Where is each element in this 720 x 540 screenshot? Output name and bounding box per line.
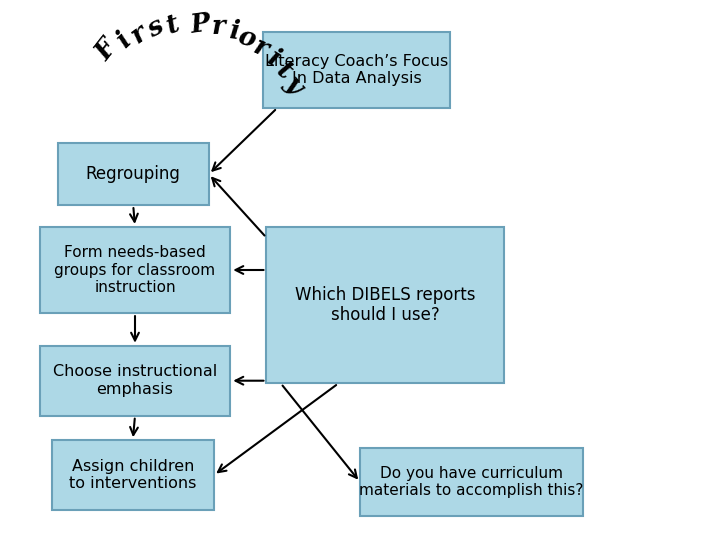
Text: Choose instructional
emphasis: Choose instructional emphasis [53, 364, 217, 397]
Text: Form needs-based
groups for classroom
instruction: Form needs-based groups for classroom in… [55, 245, 215, 295]
Text: o: o [235, 23, 258, 52]
Text: i: i [112, 28, 136, 53]
Text: r: r [211, 14, 225, 38]
FancyBboxPatch shape [266, 227, 504, 383]
FancyBboxPatch shape [40, 346, 230, 416]
Text: Which DIBELS reports
should I use?: Which DIBELS reports should I use? [295, 286, 475, 325]
Text: P: P [189, 10, 212, 37]
FancyBboxPatch shape [52, 440, 214, 510]
Text: Do you have curriculum
materials to accomplish this?: Do you have curriculum materials to acco… [359, 465, 584, 498]
Text: s: s [143, 14, 168, 43]
Text: i: i [228, 18, 240, 44]
Text: r: r [126, 19, 152, 48]
FancyBboxPatch shape [58, 143, 209, 205]
FancyBboxPatch shape [40, 227, 230, 313]
Text: Regrouping: Regrouping [86, 165, 181, 183]
Text: r: r [249, 33, 272, 62]
Text: t: t [272, 57, 297, 84]
Text: Literacy Coach’s Focus
In Data Analysis: Literacy Coach’s Focus In Data Analysis [265, 54, 448, 86]
Text: Assign children
to interventions: Assign children to interventions [69, 459, 197, 491]
Text: y: y [279, 70, 308, 98]
Text: i: i [263, 45, 284, 72]
Text: t: t [163, 11, 183, 39]
Text: F: F [91, 35, 122, 65]
FancyBboxPatch shape [360, 448, 583, 516]
FancyBboxPatch shape [263, 32, 450, 108]
